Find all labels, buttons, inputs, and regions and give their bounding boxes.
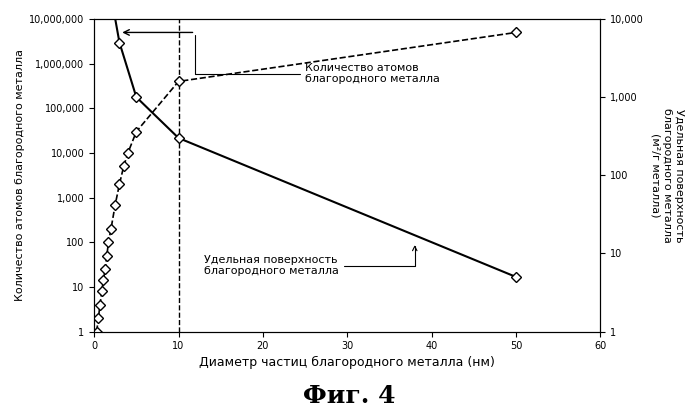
Text: Фиг. 4: Фиг. 4 — [303, 384, 396, 408]
X-axis label: Диаметр частиц благородного металла (нм): Диаметр частиц благородного металла (нм) — [199, 355, 495, 368]
Y-axis label: Удельная поверхность
благородного металла
(м²/г металла): Удельная поверхность благородного металл… — [651, 108, 684, 243]
Text: Удельная поверхность
благородного металла: Удельная поверхность благородного металл… — [204, 246, 417, 276]
Y-axis label: Количество атомов благородного металла: Количество атомов благородного металла — [15, 49, 25, 301]
Text: Количество атомов
благородного металла: Количество атомов благородного металла — [196, 35, 440, 84]
